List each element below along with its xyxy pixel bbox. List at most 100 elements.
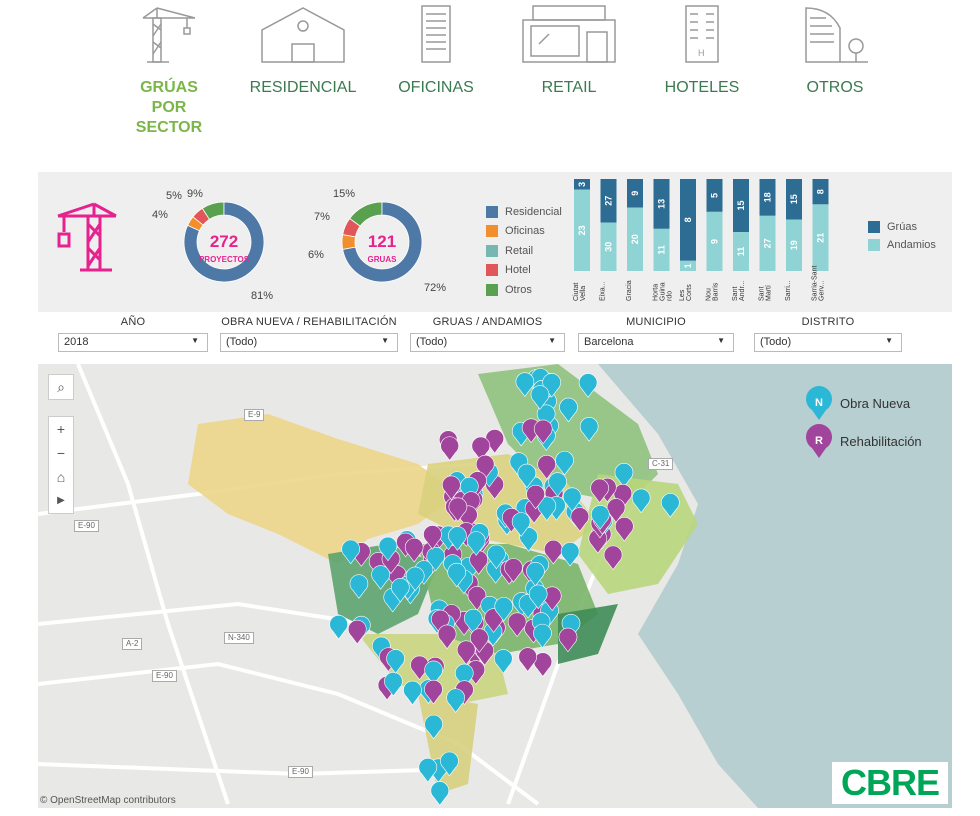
rehabilitacion-pin[interactable] bbox=[347, 619, 367, 645]
legend-item[interactable]: Grúas bbox=[868, 218, 936, 236]
bar-gruas[interactable] bbox=[574, 179, 590, 190]
obra-nueva-pin[interactable] bbox=[562, 487, 582, 513]
legend-item[interactable]: N Obra Nueva bbox=[804, 384, 922, 422]
zoom-out-button[interactable]: − bbox=[56, 445, 66, 461]
map-canvas[interactable] bbox=[38, 364, 952, 808]
proyectos-donut[interactable]: 272 PROYECTOS bbox=[174, 192, 274, 302]
obra-nueva-pin[interactable] bbox=[579, 417, 599, 442]
rehabilitacion-pin[interactable] bbox=[423, 525, 442, 550]
bar-andamios[interactable] bbox=[574, 189, 590, 271]
obra-nueva-pin[interactable] bbox=[386, 649, 405, 674]
obra-nueva-pin[interactable] bbox=[424, 660, 443, 686]
obra-nueva-pin[interactable] bbox=[559, 397, 578, 423]
distrito-select[interactable]: (Todo) ▼ bbox=[754, 333, 902, 352]
obra-nueva-pin[interactable] bbox=[614, 463, 634, 488]
obra-nueva-pin[interactable] bbox=[424, 714, 443, 740]
bar-andamios[interactable] bbox=[733, 232, 749, 271]
bar-andamios[interactable] bbox=[812, 204, 829, 271]
obra-nueva-pin[interactable] bbox=[430, 781, 450, 806]
obra-nueva-pin[interactable] bbox=[341, 539, 360, 565]
bar-gruas[interactable] bbox=[680, 179, 696, 261]
obra-nueva-pin[interactable] bbox=[405, 566, 425, 592]
legend-item[interactable]: Residencial bbox=[486, 202, 562, 222]
rehabilitacion-pin[interactable] bbox=[613, 484, 633, 509]
bar-andamios[interactable] bbox=[786, 219, 802, 271]
bar-gruas[interactable] bbox=[600, 179, 617, 223]
obra-nueva-pin[interactable] bbox=[517, 463, 537, 489]
nav-gruas-por-sector[interactable]: GRÚAS POR SECTOR bbox=[104, 0, 234, 138]
obra-nueva-pin[interactable] bbox=[631, 488, 651, 514]
nav-otros[interactable]: OTROS bbox=[770, 0, 900, 98]
rehabilitacion-pin[interactable] bbox=[533, 419, 553, 445]
obra-nueva-pin[interactable] bbox=[371, 565, 390, 590]
bar-andamios[interactable] bbox=[653, 228, 670, 271]
rehabilitacion-pin[interactable] bbox=[448, 497, 468, 522]
obra-nueva-pin[interactable] bbox=[530, 385, 550, 410]
obra-nueva-pin[interactable] bbox=[384, 671, 403, 697]
nav-residencial[interactable]: RESIDENCIAL bbox=[238, 0, 368, 98]
obra-nueva-pin[interactable] bbox=[528, 584, 548, 610]
obra-nueva-pin[interactable] bbox=[555, 450, 574, 476]
bar-gruas[interactable] bbox=[812, 179, 829, 205]
ano-select[interactable]: 2018 ▼ bbox=[58, 333, 208, 352]
rehabilitacion-pin[interactable] bbox=[456, 640, 476, 666]
obra-nueva-pin[interactable] bbox=[515, 372, 535, 397]
legend-item[interactable]: Andamios bbox=[868, 236, 936, 254]
obra-nueva-pin[interactable] bbox=[533, 623, 552, 649]
rehabilitacion-pin[interactable] bbox=[424, 679, 443, 705]
obra-nueva-pin[interactable] bbox=[447, 562, 466, 588]
legend-item[interactable]: R Rehabilitación bbox=[804, 422, 922, 460]
bar-andamios[interactable] bbox=[706, 211, 723, 271]
rehabilitacion-pin[interactable] bbox=[470, 628, 489, 653]
municipio-select[interactable]: Barcelona ▼ bbox=[578, 333, 734, 352]
map-search-button[interactable]: ⌕ bbox=[48, 374, 74, 400]
bar-gruas[interactable] bbox=[759, 179, 776, 216]
obra-nueva-pin[interactable] bbox=[466, 531, 486, 556]
nav-hoteles[interactable]: H HOTELES bbox=[637, 0, 767, 98]
rehabilitacion-pin[interactable] bbox=[537, 454, 556, 480]
bar-andamios[interactable] bbox=[627, 207, 643, 271]
obra-nueva-pin[interactable] bbox=[463, 608, 483, 634]
obra-nueva-pin[interactable] bbox=[418, 757, 438, 783]
obra-nueva-pin[interactable] bbox=[440, 751, 459, 777]
nav-oficinas[interactable]: OFICINAS bbox=[371, 0, 501, 98]
gruas-donut[interactable]: 121 GRUAS bbox=[332, 192, 432, 302]
rehabilitacion-pin[interactable] bbox=[590, 478, 609, 504]
bar-gruas[interactable] bbox=[706, 179, 723, 212]
obra-nueva-pin[interactable] bbox=[494, 597, 514, 622]
bar-gruas[interactable] bbox=[653, 179, 670, 229]
obra-nueva-pin[interactable] bbox=[487, 544, 506, 570]
rehabilitacion-pin[interactable] bbox=[471, 436, 491, 462]
rehabilitacion-pin[interactable] bbox=[437, 624, 457, 650]
gruas-andamios-select[interactable]: (Todo) ▼ bbox=[410, 333, 565, 352]
bar-andamios[interactable] bbox=[680, 260, 696, 271]
rehabilitacion-pin[interactable] bbox=[404, 537, 424, 563]
donut-slice[interactable] bbox=[183, 201, 265, 283]
rehabilitacion-pin[interactable] bbox=[615, 517, 634, 542]
rehabilitacion-pin[interactable] bbox=[518, 647, 538, 672]
obra-nueva-pin[interactable] bbox=[661, 493, 680, 518]
rehabilitacion-pin[interactable] bbox=[533, 652, 553, 677]
rehabilitacion-pin[interactable] bbox=[504, 558, 523, 583]
obra-nueva-pin[interactable] bbox=[391, 578, 410, 603]
donut-slice[interactable] bbox=[342, 201, 423, 283]
zoom-in-button[interactable]: + bbox=[56, 421, 66, 437]
obra-nueva-pin[interactable] bbox=[561, 614, 581, 639]
obra-nueva-pin[interactable] bbox=[537, 496, 557, 522]
obra-nueva-pin[interactable] bbox=[378, 536, 398, 562]
legend-item[interactable]: Hotel bbox=[486, 261, 562, 281]
bar-andamios[interactable] bbox=[600, 222, 617, 271]
obra-nueva-pin[interactable] bbox=[454, 663, 474, 689]
obra-nueva-pin[interactable] bbox=[403, 680, 422, 706]
rehabilitacion-pin[interactable] bbox=[442, 475, 461, 501]
rehabilitacion-pin[interactable] bbox=[440, 436, 459, 461]
obra-nueva-pin[interactable] bbox=[536, 404, 556, 430]
obra-nueva-pin[interactable] bbox=[548, 472, 567, 497]
nav-retail[interactable]: RETAIL bbox=[504, 0, 634, 98]
legend-item[interactable]: Retail bbox=[486, 241, 562, 261]
rehabilitacion-pin[interactable] bbox=[475, 454, 495, 480]
obra-nueva-pin[interactable] bbox=[542, 373, 561, 398]
project-map[interactable]: E-9 E-90 C-31 N-340 A-2 E-90 E-90 ⌕ + − … bbox=[38, 364, 952, 808]
obra-nueva-pin[interactable] bbox=[446, 688, 465, 713]
obra-nueva-pin[interactable] bbox=[578, 373, 598, 398]
